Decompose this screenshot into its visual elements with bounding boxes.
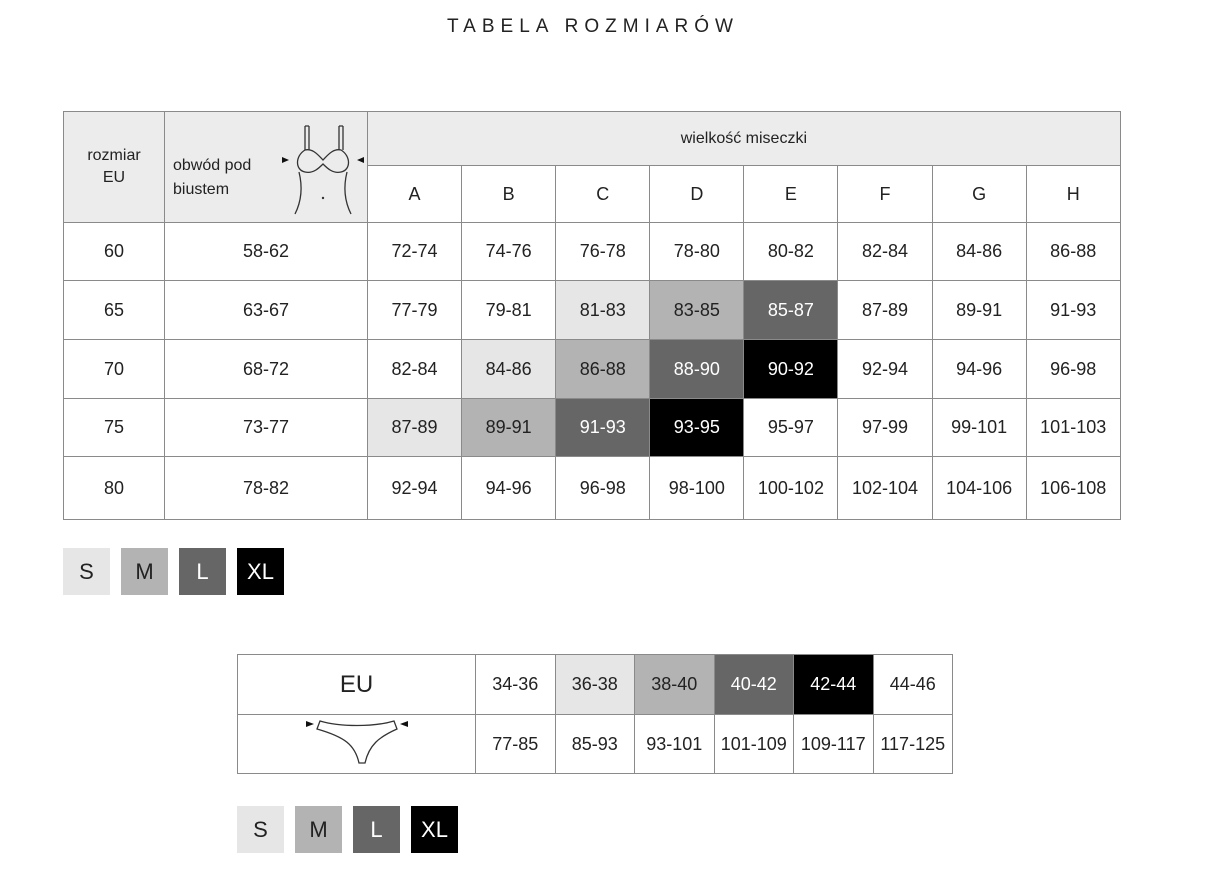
header-size: rozmiar EU bbox=[63, 111, 165, 223]
underbust-label: obwód pod biustem bbox=[173, 157, 252, 198]
band-size: 60 bbox=[63, 222, 165, 281]
eu-size-cell: 38-40 bbox=[634, 654, 715, 715]
legend-swatch-xl: XL bbox=[237, 548, 284, 595]
bust-range-cell: 72-74 bbox=[366, 222, 463, 281]
bust-range-cell: 101-103 bbox=[1025, 398, 1121, 457]
cup-header-B: B bbox=[461, 165, 557, 223]
bust-range-cell: 104-106 bbox=[931, 456, 1027, 520]
bra-size-table: rozmiar EU obwód pod biustem wielkość mi… bbox=[63, 111, 1121, 520]
bust-range-cell: 79-81 bbox=[461, 280, 557, 340]
bust-range-cell: 89-91 bbox=[461, 398, 557, 457]
table-row: 70 68-72 82-84 84-86 86-88 88-90 90-92 92-94 94-… bbox=[63, 339, 1121, 399]
bust-range-cell: 81-83 bbox=[555, 280, 651, 340]
table-row: 75 73-77 87-89 89-91 91-93 93-95 95-97 97-99 99-… bbox=[63, 398, 1121, 457]
bust-range-cell: 74-76 bbox=[461, 222, 557, 281]
band-size: 75 bbox=[63, 398, 165, 457]
page-title: TABELA ROZMIARÓW bbox=[446, 16, 739, 37]
bust-range-cell: 97-99 bbox=[837, 398, 933, 457]
bust-range-cell: 76-78 bbox=[555, 222, 651, 281]
hip-range-cell: 117-125 bbox=[872, 714, 953, 774]
bust-range-cell: 95-97 bbox=[743, 398, 839, 457]
bust-range-cell: 98-100 bbox=[649, 456, 745, 520]
cup-header-F: F bbox=[837, 165, 933, 223]
underbust-range: 58-62 bbox=[164, 222, 368, 281]
cup-header-H: H bbox=[1025, 165, 1121, 223]
bust-range-cell: 83-85 bbox=[649, 280, 745, 340]
underbust-range: 68-72 bbox=[164, 339, 368, 399]
cup-header-G: G bbox=[931, 165, 1027, 223]
bust-range-cell: 106-108 bbox=[1025, 456, 1121, 520]
bust-range-cell: 88-90 bbox=[649, 339, 745, 399]
header-underbust: obwód pod biustem bbox=[164, 111, 368, 223]
hip-range-cell: 85-93 bbox=[554, 714, 635, 774]
header-cup-size: wielkość miseczki bbox=[367, 111, 1121, 166]
legend-swatch-s: S bbox=[63, 548, 110, 595]
eu-label: EU bbox=[237, 654, 476, 715]
bust-range-cell: 85-87 bbox=[743, 280, 839, 340]
hip-range-cell: 109-117 bbox=[793, 714, 874, 774]
bust-range-cell: 86-88 bbox=[1025, 222, 1121, 281]
bust-range-cell: 94-96 bbox=[461, 456, 557, 520]
legend-swatch-s: S bbox=[237, 806, 284, 853]
panty-hip-icon-cell bbox=[237, 714, 476, 774]
underbust-range: 63-67 bbox=[164, 280, 368, 340]
cup-header-A: A bbox=[366, 165, 463, 223]
hip-range-cell: 93-101 bbox=[634, 714, 715, 774]
bust-range-cell: 93-95 bbox=[649, 398, 745, 457]
cup-header-C: C bbox=[555, 165, 651, 223]
band-size: 70 bbox=[63, 339, 165, 399]
bust-range-cell: 82-84 bbox=[837, 222, 933, 281]
bust-range-cell: 87-89 bbox=[837, 280, 933, 340]
eu-size-cell: 36-38 bbox=[554, 654, 635, 715]
eu-size-cell: 44-46 bbox=[872, 654, 953, 715]
bust-range-cell: 82-84 bbox=[366, 339, 463, 399]
table-row: 60 58-62 72-74 74-76 76-78 78-80 80-82 82-84 84-… bbox=[63, 222, 1121, 281]
bust-range-cell: 87-89 bbox=[366, 398, 463, 457]
bust-range-cell: 90-92 bbox=[743, 339, 839, 399]
bust-range-cell: 78-80 bbox=[649, 222, 745, 281]
legend-swatch-l: L bbox=[179, 548, 226, 595]
bust-range-cell: 96-98 bbox=[555, 456, 651, 520]
bust-range-cell: 99-101 bbox=[931, 398, 1027, 457]
eu-size-cell: 42-44 bbox=[793, 654, 874, 715]
eu-size-cell: 40-42 bbox=[713, 654, 794, 715]
table-row: 65 63-67 77-79 79-81 81-83 83-85 85-87 87-89 89-… bbox=[63, 280, 1121, 340]
panty-measure-icon bbox=[305, 719, 408, 764]
bust-range-cell: 92-94 bbox=[837, 339, 933, 399]
legend-swatch-m: M bbox=[121, 548, 168, 595]
table-row: 80 78-82 92-94 94-96 96-98 98-100 100-102 102-1… bbox=[63, 456, 1121, 520]
hip-range-cell: 77-85 bbox=[475, 714, 556, 774]
bust-range-cell: 84-86 bbox=[461, 339, 557, 399]
bust-range-cell: 100-102 bbox=[743, 456, 839, 520]
size-legend-bottom: S M L XL bbox=[237, 806, 458, 853]
bust-range-cell: 91-93 bbox=[555, 398, 651, 457]
legend-swatch-xl: XL bbox=[411, 806, 458, 853]
bust-range-cell: 77-79 bbox=[366, 280, 463, 340]
underbust-range: 73-77 bbox=[164, 398, 368, 457]
bust-range-cell: 89-91 bbox=[931, 280, 1027, 340]
bust-range-cell: 96-98 bbox=[1025, 339, 1121, 399]
bust-range-cell: 94-96 bbox=[931, 339, 1027, 399]
bra-measure-icon bbox=[282, 125, 364, 215]
bust-range-cell: 92-94 bbox=[366, 456, 463, 520]
cup-header-D: D bbox=[649, 165, 745, 223]
legend-swatch-m: M bbox=[295, 806, 342, 853]
hip-range-cell: 101-109 bbox=[713, 714, 794, 774]
underbust-range: 78-82 bbox=[164, 456, 368, 520]
bust-range-cell: 84-86 bbox=[931, 222, 1027, 281]
band-size: 80 bbox=[63, 456, 165, 520]
panty-size-table: EU 34-36 36-38 38-40 40-42 42-44 44-46 77-85 85… bbox=[237, 654, 953, 774]
cup-header-E: E bbox=[743, 165, 839, 223]
band-size: 65 bbox=[63, 280, 165, 340]
bust-range-cell: 91-93 bbox=[1025, 280, 1121, 340]
legend-swatch-l: L bbox=[353, 806, 400, 853]
eu-size-cell: 34-36 bbox=[475, 654, 556, 715]
bust-range-cell: 102-104 bbox=[837, 456, 933, 520]
size-legend: S M L XL bbox=[63, 548, 284, 595]
bust-range-cell: 80-82 bbox=[743, 222, 839, 281]
bust-range-cell: 86-88 bbox=[555, 339, 651, 399]
